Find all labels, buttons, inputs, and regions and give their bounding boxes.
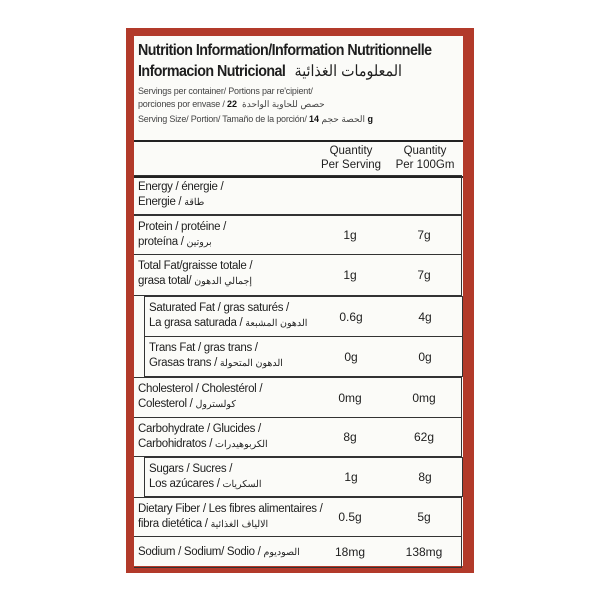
- value-per-100g: 4g: [418, 309, 432, 324]
- value-per-serving: 1g: [344, 470, 358, 484]
- nutrient-line-1: Trans Fat / gras trans /: [149, 342, 258, 354]
- nutrient-line-1: Saturated Fat / gras saturés /: [149, 302, 289, 314]
- title-arabic: المعلومات الغذائية: [294, 63, 403, 80]
- nutrient-line-2: Energie /: [138, 196, 185, 208]
- table-row: Energy / énergie / Energie / طاقة: [134, 175, 462, 215]
- table-row: Total Fat/graisse totale / grasa total/ إ…: [134, 254, 462, 296]
- column-label: Quantity: [329, 145, 373, 157]
- nutrient-arabic: الالياف الغذائية: [210, 519, 269, 530]
- value-per-serving: 0mg: [338, 390, 362, 405]
- serving-size-value: 14 g: [308, 114, 373, 124]
- nutrient-name: Trans Fat / gras trans / Grasas trans / ا…: [149, 341, 283, 371]
- nutrient-line-1: Carbohydrate / Glucides /: [138, 423, 261, 435]
- table-row: Carbohydrate / Glucides / Carbohidratos /…: [134, 417, 462, 457]
- table-header: Quantity Per Serving Quantity Per 100Gm: [134, 140, 463, 178]
- nutrient-arabic: الدهون المشبعة: [245, 318, 308, 329]
- title-line-1: Nutrition Information/Information Nutrit…: [138, 42, 432, 59]
- column-label: Per 100Gm: [395, 159, 455, 171]
- value-per-serving: 18mg: [334, 545, 366, 559]
- nutrient-line-1: Cholesterol / Cholestérol /: [138, 383, 263, 395]
- serving-size-label: Serving Size/ Portion/ Tamaño de la porc…: [138, 114, 366, 124]
- nutrient-name: Carbohydrate / Glucides / Carbohidratos /…: [138, 422, 268, 452]
- nutrient-arabic: الصوديوم: [263, 547, 300, 558]
- column-per-serving: Quantity Per Serving: [316, 144, 386, 172]
- nutrient-arabic: كولسترول: [195, 399, 236, 410]
- nutrient-name: Energy / énergie / Energie / طاقة: [138, 180, 224, 210]
- nutrient-line-2: proteína /: [138, 236, 187, 248]
- column-per-100g: Quantity Per 100Gm: [388, 144, 462, 172]
- nutrient-line-1: Sodium / Sodium/ Sodio /: [138, 546, 264, 558]
- nutrient-arabic: طاقة: [184, 197, 205, 208]
- nutrient-arabic: السكريات: [222, 479, 262, 490]
- nutrient-name: Dietary Fiber / Les fibres alimentaires …: [138, 502, 323, 532]
- table-row: Saturated Fat / gras saturés / La grasa s…: [144, 296, 463, 337]
- value-per-100g: 138mg: [405, 545, 443, 559]
- nutrient-name: Protein / protéine / proteína / بروتين: [138, 220, 226, 250]
- nutrient-line-2: fibra dietética /: [138, 518, 211, 530]
- nutrient-line-2: La grasa saturada /: [149, 317, 246, 329]
- nutrient-line-1: Sugars / Sucres /: [149, 463, 233, 475]
- value-per-100g: 0mg: [412, 390, 436, 405]
- nutrient-arabic: الكربوهيدرات: [215, 439, 268, 450]
- value-per-100g: 7g: [417, 228, 431, 242]
- value-per-serving: 0.6g: [339, 309, 363, 324]
- table-row: Sodium / Sodium/ Sodio / الصوديوم 18mg 1…: [134, 536, 462, 568]
- table-row: Cholesterol / Cholestérol / Colesterol / …: [134, 377, 462, 418]
- value-per-serving: 8g: [343, 430, 357, 444]
- value-per-serving: 1g: [343, 268, 357, 282]
- table-row: Sugars / Sucres / Los azúcares / السكريات…: [144, 457, 463, 497]
- table-row: Protein / protéine / proteína / بروتين 1g…: [134, 215, 462, 255]
- nutrition-label: Nutrition Information/Information Nutrit…: [134, 36, 463, 568]
- serving-size-line: Serving Size/ Portion/ Tamaño de la porc…: [138, 114, 373, 125]
- value-per-100g: 5g: [417, 510, 431, 524]
- table-row: Dietary Fiber / Les fibres alimentaires …: [134, 497, 462, 537]
- value-per-100g: 7g: [417, 268, 431, 282]
- value-per-serving: 1g: [343, 228, 357, 242]
- value-per-100g: 0g: [418, 349, 432, 364]
- value-per-serving: 0.5g: [338, 510, 362, 524]
- column-label: Per Serving: [320, 159, 382, 171]
- nutrient-line-1: Energy / énergie /: [138, 181, 224, 193]
- nutrient-line-2: grasa total/: [138, 275, 195, 287]
- servings-line-2: porciones por envase / حصص للحاوية الواح…: [138, 99, 325, 110]
- nutrient-name: Sugars / Sucres / Los azúcares / السكريات: [149, 462, 262, 492]
- nutrient-name: Cholesterol / Cholestérol / Colesterol / …: [138, 382, 263, 412]
- servings-label-1: Servings per container/ Portions par re'…: [138, 86, 313, 96]
- title-line-2: Informacion Nutricional المعلومات الغذائي…: [138, 62, 403, 81]
- nutrient-arabic: بروتين: [186, 237, 212, 248]
- nutrient-line-1: Dietary Fiber / Les fibres alimentaires …: [138, 503, 323, 515]
- nutrient-arabic: إجمالي الدهون: [194, 276, 252, 287]
- nutrient-line-1: Protein / protéine /: [138, 221, 226, 233]
- nutrient-name: Saturated Fat / gras saturés / La grasa s…: [149, 301, 308, 331]
- nutrient-line-2: Los azúcares /: [149, 478, 223, 490]
- nutrient-name: Sodium / Sodium/ Sodio / الصوديوم: [138, 545, 300, 560]
- value-per-serving: 0g: [344, 349, 358, 364]
- nutrient-line-2: Grasas trans /: [149, 357, 220, 369]
- nutrient-arabic: الدهون المتحولة: [219, 358, 283, 369]
- nutrient-name: Total Fat/graisse totale / grasa total/ إ…: [138, 259, 253, 289]
- servings-label-2: porciones por envase / حصص للحاوية الواح…: [138, 99, 325, 109]
- title-spanish: Informacion Nutricional: [138, 63, 286, 80]
- servings-value: 22: [226, 99, 237, 109]
- column-label: Quantity: [403, 145, 447, 157]
- nutrient-line-2: Carbohidratos /: [138, 438, 216, 450]
- nutrient-line-2: Colesterol /: [138, 398, 196, 410]
- value-per-100g: 8g: [418, 470, 432, 484]
- nutrient-line-1: Total Fat/graisse totale /: [138, 260, 253, 272]
- value-per-100g: 62g: [413, 430, 435, 444]
- table-row: Trans Fat / gras trans / Grasas trans / ا…: [144, 336, 463, 377]
